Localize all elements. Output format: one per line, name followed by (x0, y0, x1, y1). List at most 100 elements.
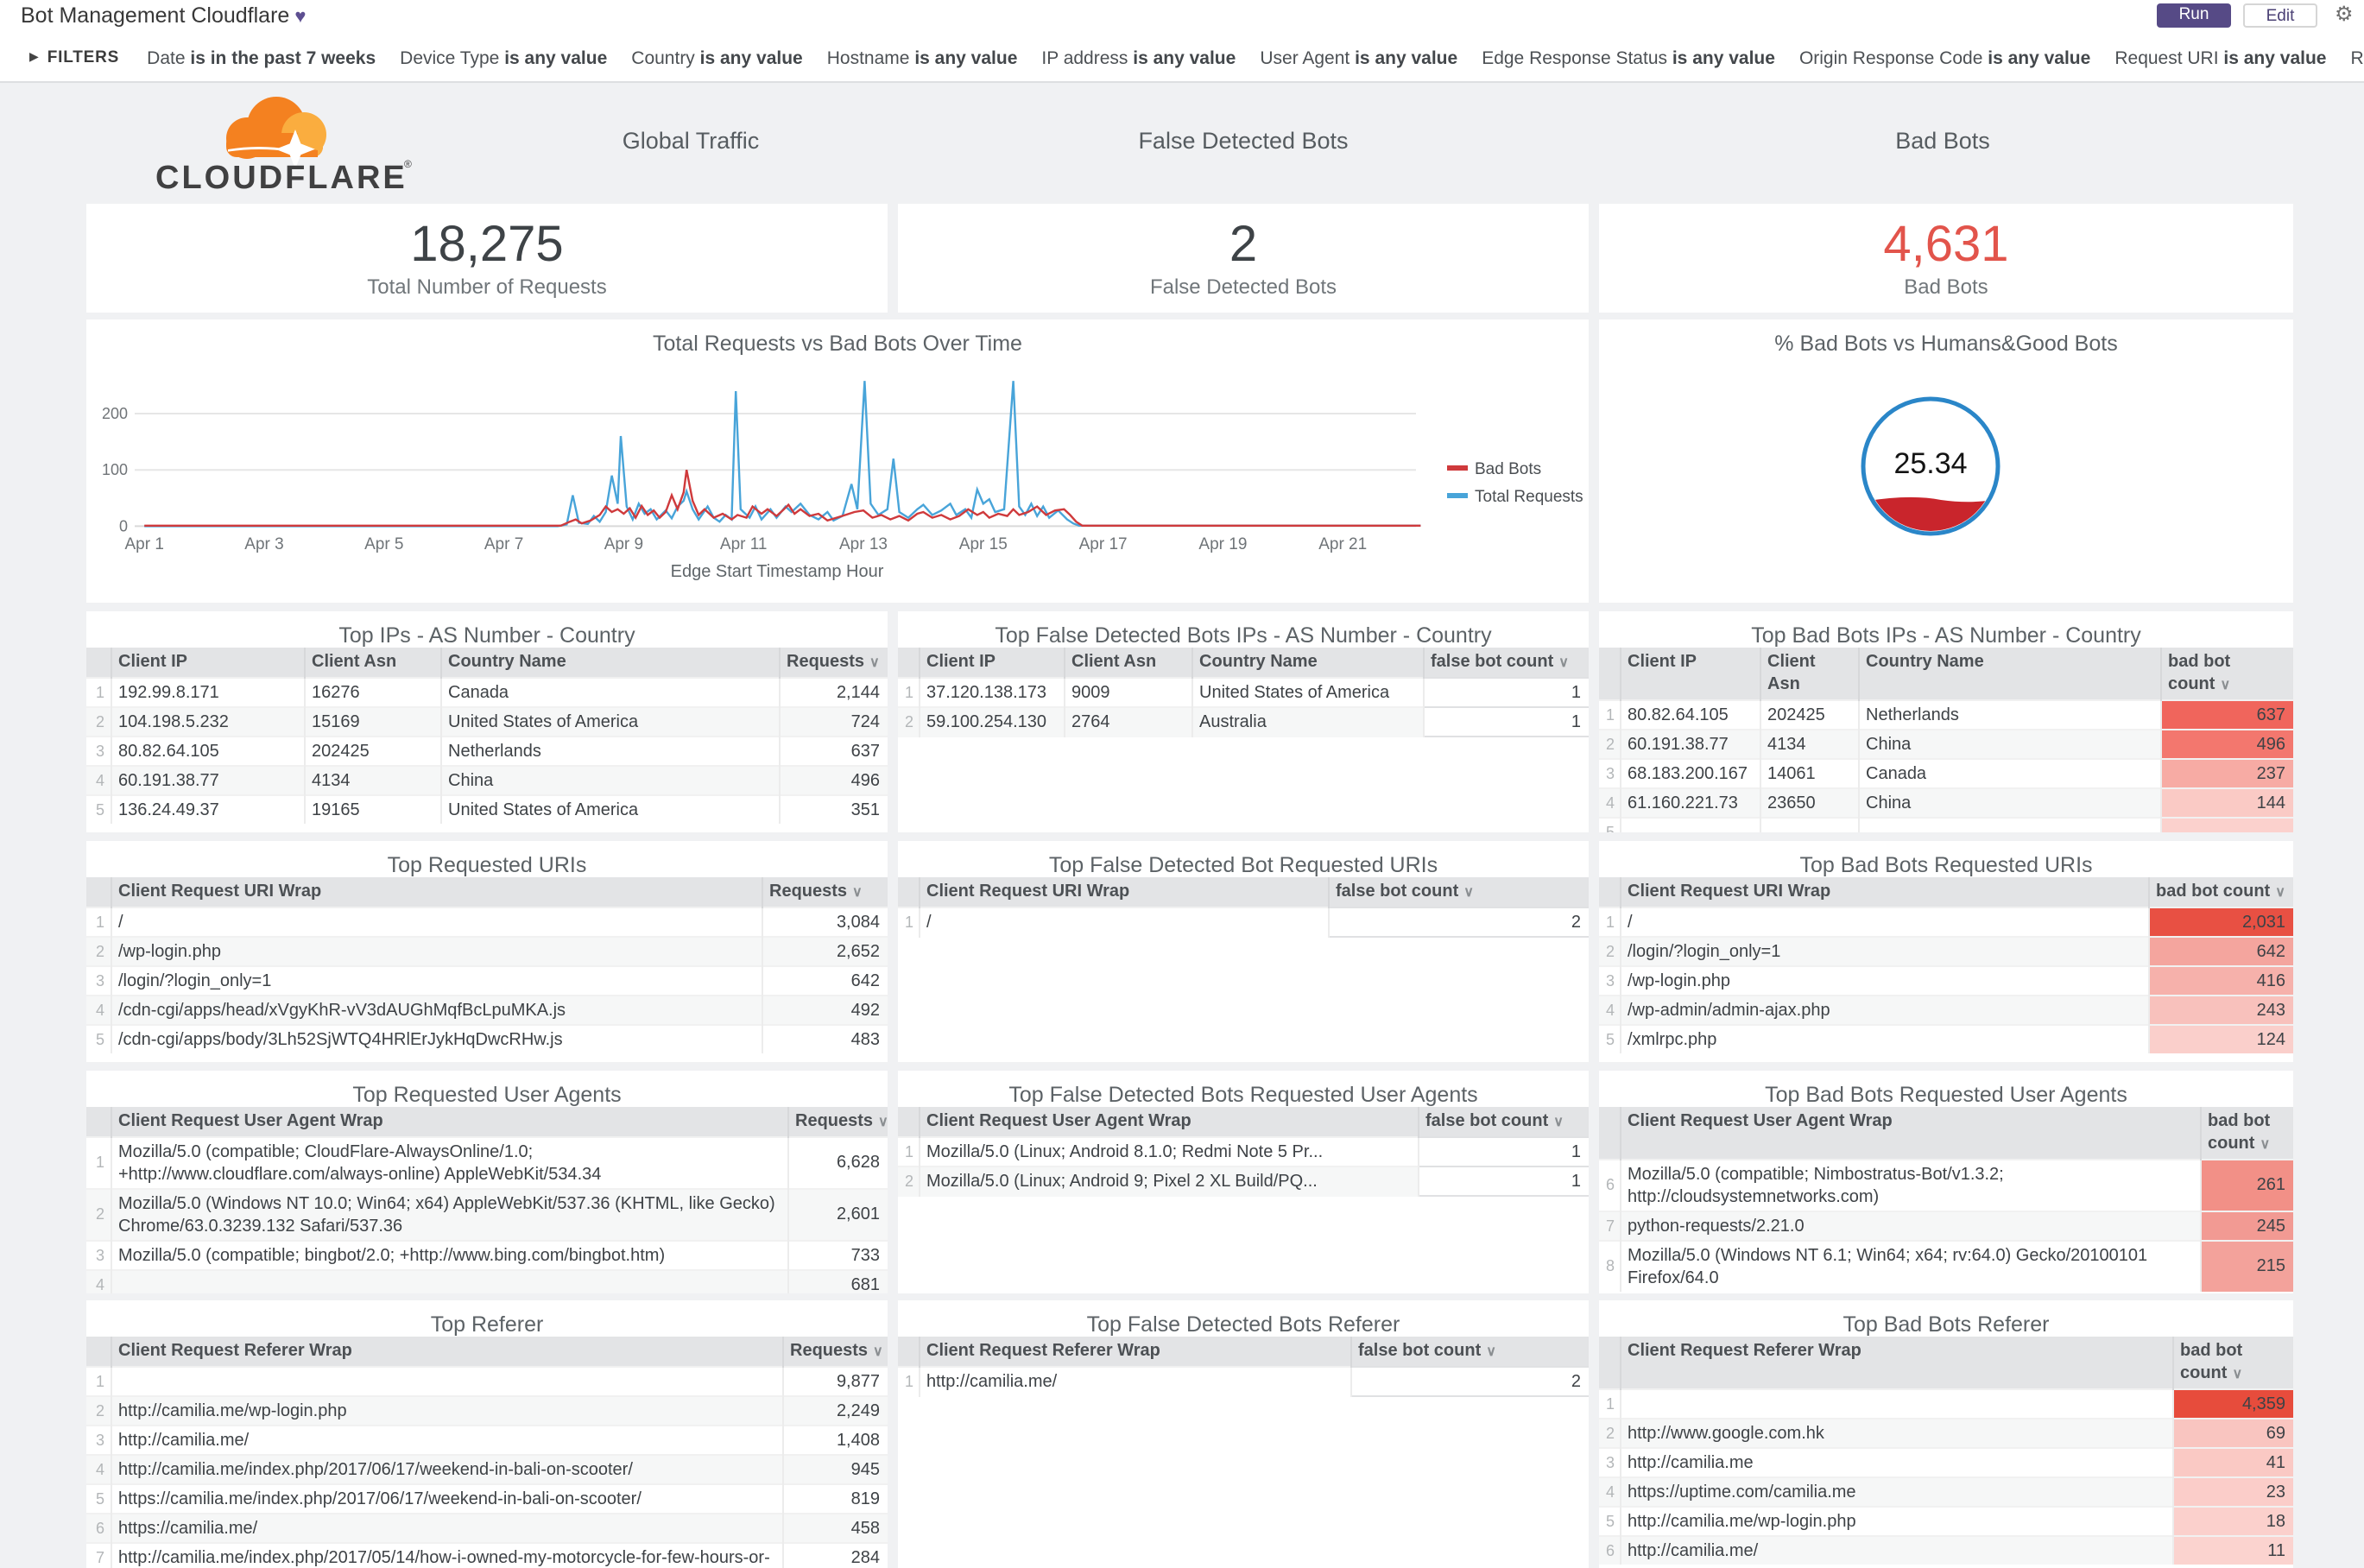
table-row: 2 Mozilla/5.0 (Linux; Android 9; Pixel 2 … (898, 1166, 1589, 1197)
column-header[interactable]: false bot count ∨ (1328, 877, 1589, 907)
cell: Netherlands (1858, 699, 2161, 730)
data-table: Client Request URI Wrap bad bot count ∨ 1/2… (1599, 877, 2293, 1053)
run-button[interactable]: Run (2157, 3, 2231, 28)
column-header[interactable]: bad bot count ∨ (2200, 1107, 2293, 1160)
row-number: 5 (1599, 1024, 1621, 1053)
filter-item[interactable]: Hostname is any value (826, 48, 1018, 69)
cell: 483 (762, 1024, 888, 1053)
filter-item[interactable]: Device Type is any value (400, 48, 608, 69)
table-row: 5 136.24.49.37 19165 United States of Ameri… (86, 794, 888, 824)
table-row: 2 59.100.254.130 2764 Australia 1 (898, 706, 1589, 737)
column-header[interactable]: Country Name (440, 648, 780, 678)
column-header[interactable]: Client Request URI Wrap (111, 877, 762, 907)
cell: 2,031 (2148, 907, 2293, 937)
column-header[interactable]: Client Request Referer Wrap (919, 1337, 1351, 1367)
column-header[interactable]: Client IP (1620, 648, 1760, 700)
table-row: 2 Mozilla/5.0 (Windows NT 10.0; Win64; x6… (86, 1188, 888, 1241)
column-header[interactable]: Client IP (919, 648, 1065, 678)
table-title: Top False Detected Bots Referer (1086, 1312, 1400, 1337)
cell: 202425 (304, 736, 441, 766)
table-title: Top Bad Bots Referer (1843, 1312, 2050, 1337)
cell: Netherlands (440, 736, 780, 766)
column-header[interactable]: Client Request Referer Wrap (111, 1337, 783, 1367)
table-row: 4 681 (86, 1269, 888, 1293)
row-number: 4 (1599, 995, 1621, 1025)
filters-expand-icon[interactable]: ▶ (29, 52, 39, 64)
row-number: 3 (86, 1425, 111, 1455)
row-number: 4 (86, 995, 111, 1025)
cell: Mozilla/5.0 (compatible; CloudFlare-Alwa… (111, 1136, 788, 1189)
cell: 1 (1417, 1166, 1589, 1197)
column-header[interactable]: bad bot count ∨ (2172, 1337, 2293, 1389)
row-number: 3 (1599, 1447, 1621, 1477)
cell: 124 (2148, 1024, 2293, 1053)
cell: 215 (2200, 1240, 2293, 1292)
cell: http://camilia.me/wp-login.php (1620, 1506, 2173, 1536)
filter-item[interactable]: IP address is any value (1041, 48, 1236, 69)
cell: 6,628 (787, 1136, 888, 1189)
table-row: 8 Mozilla/5.0 (Windows NT 6.1; Win64; x64… (1599, 1240, 2293, 1292)
filter-item[interactable]: RayID is any value (2350, 48, 2364, 69)
row-number: 1 (86, 677, 111, 707)
column-header[interactable]: Client IP (111, 648, 305, 678)
column-header[interactable]: Requests ∨ (779, 648, 888, 678)
tile-total-requests: 18,275 Total Number of Requests (86, 204, 888, 313)
row-number: 3 (86, 1240, 111, 1270)
column-header[interactable]: Client Asn (1064, 648, 1192, 678)
cell: China (440, 765, 780, 795)
svg-text:Apr 7: Apr 7 (484, 535, 523, 553)
column-header[interactable]: false bot count ∨ (1423, 648, 1589, 678)
column-header[interactable]: Client Request User Agent Wrap (1620, 1107, 2201, 1160)
cell: 1 (1422, 706, 1589, 737)
cell: Mozilla/5.0 (Windows NT 10.0; Win64; x64… (111, 1188, 788, 1241)
filter-item[interactable]: Date is in the past 7 weeks (147, 48, 376, 69)
column-header[interactable]: Country Name (1191, 648, 1424, 678)
column-header[interactable]: Requests ∨ (762, 877, 888, 907)
table-title: Top Bad Bots Requested User Agents (1765, 1083, 2127, 1107)
filter-item[interactable]: Origin Response Code is any value (1798, 48, 2091, 69)
table-row: 2 http://www.google.com.hk 69 (1599, 1418, 2293, 1448)
row-number: 5 (86, 1483, 111, 1514)
table-row: 1 4,359 (1599, 1388, 2293, 1419)
cell (1858, 817, 2161, 832)
column-header[interactable]: Client Request User Agent Wrap (111, 1107, 788, 1137)
table-row: 4 60.191.38.77 4134 China 496 (86, 765, 888, 795)
table-row: 3/wp-login.php 416 (1599, 965, 2293, 996)
row-number: 1 (898, 1366, 920, 1396)
filter-item[interactable]: Request URI is any value (2114, 48, 2327, 69)
table-row: 6 http://camilia.me/11 (1599, 1535, 2293, 1565)
column-header[interactable]: bad bot count ∨ (2148, 877, 2293, 907)
cell: 2,249 (782, 1395, 888, 1426)
row-number: 2 (86, 936, 111, 966)
column-header[interactable]: Client Request URI Wrap (1620, 877, 2149, 907)
table-title: Top Referer (430, 1312, 544, 1337)
filter-item[interactable]: Edge Response Status is any value (1482, 48, 1775, 69)
cell: http://camilia.me (1620, 1447, 2173, 1477)
column-header[interactable]: Client Request User Agent Wrap (919, 1107, 1419, 1137)
filter-item[interactable]: User Agent is any value (1260, 48, 1458, 69)
column-header[interactable]: false bot count ∨ (1350, 1337, 1589, 1367)
column-header[interactable]: Client Asn (1760, 648, 1859, 700)
cell: 681 (787, 1269, 888, 1293)
row-number: 3 (86, 736, 111, 766)
filters-bar: ▶ FILTERS Date is in the past 7 weeks Dev… (0, 33, 2364, 83)
column-header[interactable]: Requests ∨ (782, 1337, 888, 1367)
column-header[interactable]: Client Request Referer Wrap (1620, 1337, 2173, 1389)
row-number: 5 (86, 794, 111, 824)
gear-icon[interactable]: ⚙ (2335, 2, 2354, 26)
column-header[interactable]: Requests ∨ (787, 1107, 888, 1137)
column-header[interactable]: false bot count ∨ (1418, 1107, 1589, 1137)
column-header[interactable]: bad bot count ∨ (2160, 648, 2293, 700)
filter-item[interactable]: Country is any value (631, 48, 803, 69)
cell: 637 (2160, 699, 2293, 730)
filters-label[interactable]: FILTERS (47, 47, 120, 66)
column-header[interactable]: Client Asn (304, 648, 441, 678)
column-header[interactable]: Client Request URI Wrap (919, 877, 1329, 907)
edit-button[interactable]: Edit (2243, 3, 2317, 28)
table-row: 1 http://camilia.me/2 (898, 1366, 1589, 1397)
svg-text:100: 100 (102, 461, 128, 478)
column-header[interactable]: Country Name (1858, 648, 2161, 700)
filter-items: Date is in the past 7 weeks Device Type i… (147, 41, 2364, 73)
data-table: Client IP Client Asn Country Name bad bot c… (1599, 648, 2293, 832)
table-row: 1 9,877 (86, 1366, 888, 1396)
